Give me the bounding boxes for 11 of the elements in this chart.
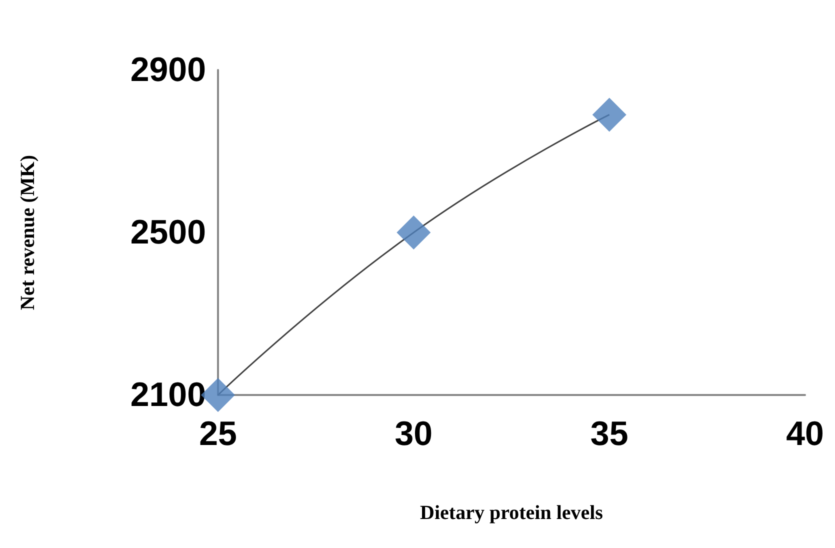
x-axis-title: Dietary protein levels [420,502,604,524]
y-tick-label: 2100 [130,376,206,414]
point [396,216,431,250]
y-axis-title: Net revenue (MK) [17,154,39,310]
y-tick-label: 2900 [130,51,206,89]
point [592,98,626,132]
x-tick-label: 40 [786,415,824,453]
y-tick-label: 2500 [130,214,206,252]
x-tick-label: 25 [199,415,237,453]
x-tick-label: 35 [590,415,628,453]
x-tick-label: 30 [394,415,433,453]
